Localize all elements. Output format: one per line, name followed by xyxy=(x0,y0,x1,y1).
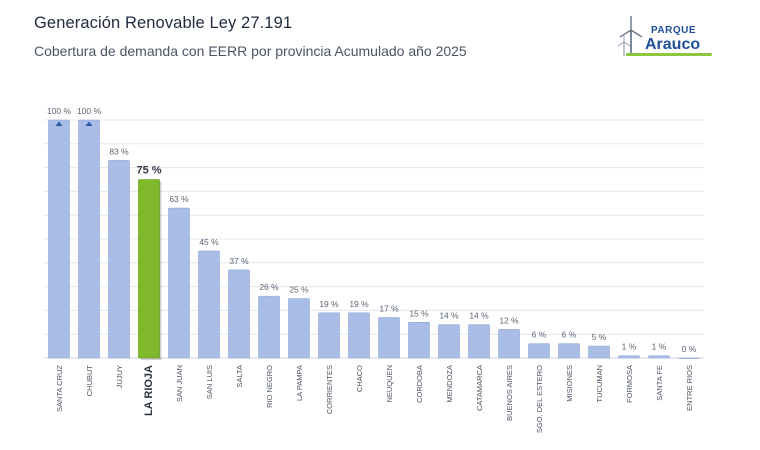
tick-label: LA PAMPA xyxy=(295,365,304,401)
bar xyxy=(258,295,280,359)
data-label: 83 % xyxy=(109,146,129,156)
tick-label: CORDOBA xyxy=(415,365,424,403)
logo-line1: PARQUE xyxy=(651,25,696,36)
bar xyxy=(618,355,640,359)
tick-label: MENDOZA xyxy=(445,365,454,403)
bar xyxy=(168,207,190,359)
data-label: 1 % xyxy=(652,342,667,352)
logo-line2: Arauco xyxy=(645,36,700,53)
data-label: 17 % xyxy=(379,304,399,314)
bar xyxy=(378,317,400,359)
data-label: 5 % xyxy=(592,332,607,342)
data-label: 100 % xyxy=(77,106,102,116)
labels-layer: 100 % SANTA CRUZ 100 % CHUBUT 83 % JUJUY 75 % L… xyxy=(47,106,697,433)
data-label: 14 % xyxy=(469,311,489,321)
bar xyxy=(78,119,100,359)
bar xyxy=(198,250,220,359)
bar xyxy=(438,324,460,359)
header: Generación Renovable Ley 27.191 Cobertur… xyxy=(0,0,760,80)
bar xyxy=(318,312,340,359)
data-label: 1 % xyxy=(622,342,637,352)
wind-turbine-icon xyxy=(618,16,643,56)
data-label: 37 % xyxy=(229,256,249,266)
cap-marker xyxy=(55,121,63,126)
chart-subtitle: Cobertura de demanda con EERR por provin… xyxy=(34,43,467,59)
tick-label: SAN JUAN xyxy=(175,365,184,402)
bar xyxy=(408,321,430,359)
data-label: 12 % xyxy=(499,315,519,325)
data-label: 26 % xyxy=(259,282,279,292)
tick-label: SANTA CRUZ xyxy=(55,365,64,412)
data-label: 100 % xyxy=(47,106,72,116)
tick-label: RIO NEGRO xyxy=(265,365,274,408)
data-label: 6 % xyxy=(532,330,547,340)
bar xyxy=(588,345,610,359)
data-label: 14 % xyxy=(439,311,459,321)
bars-layer xyxy=(48,119,700,360)
tick-label: ENTRE RIOS xyxy=(685,365,694,411)
bar xyxy=(348,312,370,359)
bar xyxy=(48,119,70,359)
tick-label: SALTA xyxy=(235,365,244,388)
bar xyxy=(468,324,490,359)
bar xyxy=(528,343,550,359)
bar xyxy=(678,357,700,359)
data-label: 0 % xyxy=(682,344,697,354)
tick-label: NEUQUEN xyxy=(385,365,394,403)
data-label: 45 % xyxy=(199,237,219,247)
data-label: 19 % xyxy=(349,299,369,309)
tick-label: FORMOSA xyxy=(625,365,634,403)
bar xyxy=(648,355,670,359)
cap-marker xyxy=(85,121,93,126)
bar xyxy=(288,298,310,359)
data-label: 6 % xyxy=(562,330,577,340)
bar xyxy=(108,160,130,359)
tick-label: JUJUY xyxy=(115,365,124,388)
bar xyxy=(498,329,520,359)
logo: PARQUE Arauco xyxy=(618,16,712,56)
tick-label: BUENOS AIRES xyxy=(505,365,514,421)
tick-label: CHUBUT xyxy=(85,365,94,397)
data-label: 25 % xyxy=(289,285,309,295)
tick-label: MISIONES xyxy=(565,365,574,402)
tick-label: SGO. DEL ESTERO xyxy=(535,365,544,433)
data-label: 15 % xyxy=(409,308,429,318)
chart-title: Generación Renovable Ley 27.191 xyxy=(34,14,293,32)
tick-label: LA RIOJA xyxy=(143,365,155,416)
logo-underline xyxy=(626,53,712,56)
bar xyxy=(138,179,160,359)
data-label: 19 % xyxy=(319,299,339,309)
tick-label: SANTA FE xyxy=(655,365,664,401)
data-label: 63 % xyxy=(169,194,189,204)
bar xyxy=(228,269,250,359)
tick-label: SAN LUIS xyxy=(205,365,214,399)
data-label: 75 % xyxy=(136,165,161,177)
tick-label: CHACO xyxy=(355,365,364,392)
bar xyxy=(558,343,580,359)
tick-label: TUCUMAN xyxy=(595,365,604,403)
tick-label: CORRIENTES xyxy=(325,365,334,414)
tick-label: CATAMARCA xyxy=(475,365,484,411)
